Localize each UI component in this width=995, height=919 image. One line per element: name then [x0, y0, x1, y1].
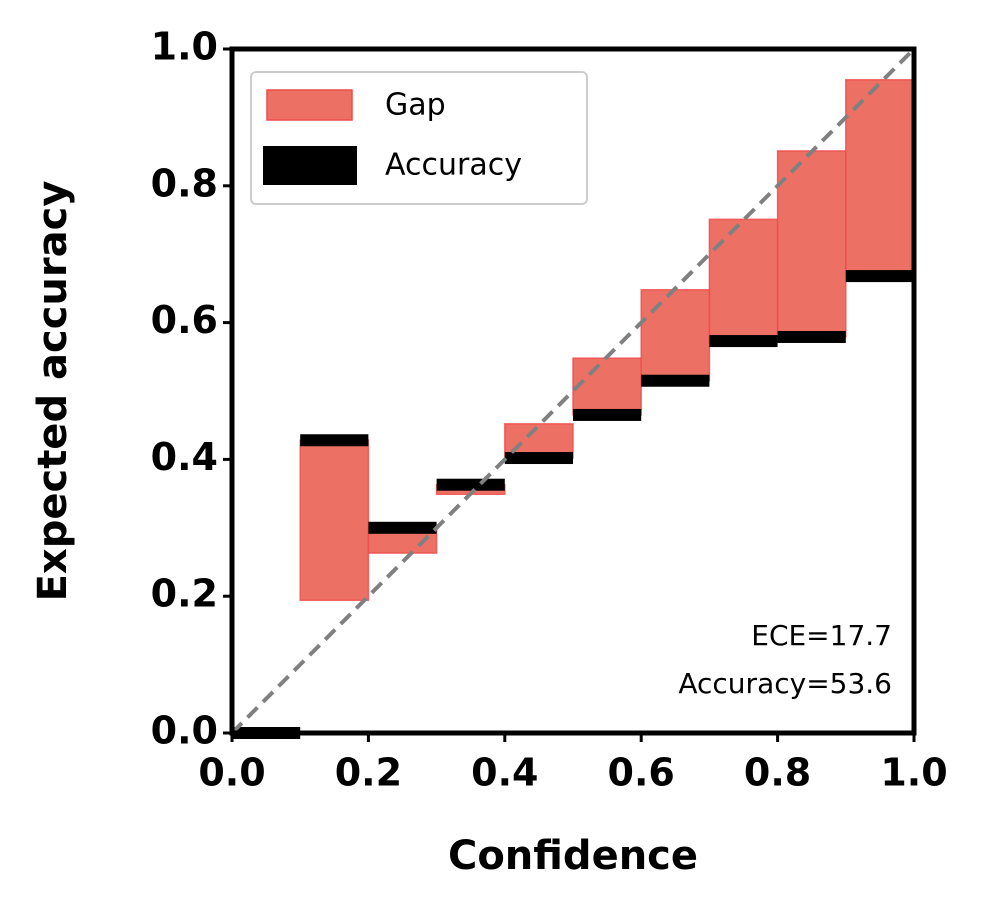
x-axis-label: Confidence — [448, 833, 698, 879]
accuracy-bar — [777, 330, 846, 343]
gap-bar — [299, 439, 370, 602]
y-tick-label: 0.4 — [151, 435, 218, 479]
gap-bar — [640, 289, 711, 382]
plot-frame — [229, 46, 917, 736]
accuracy-bar — [300, 434, 369, 447]
gap-bar — [708, 218, 779, 342]
y-tick-label: 0.2 — [151, 572, 218, 616]
diagonal — [230, 47, 916, 735]
legend-swatch — [263, 146, 357, 185]
x-tick-label: 1.0 — [880, 751, 947, 795]
annotation: Accuracy=53.6 — [678, 667, 892, 700]
y-axis-label: Expected accuracy — [30, 181, 76, 602]
x-tick-label: 0.0 — [198, 751, 265, 795]
accuracy-bar — [641, 374, 710, 387]
accuracy-bar — [573, 408, 642, 421]
x-tick-label: 0.4 — [471, 751, 538, 795]
y-tick-label: 0.6 — [151, 298, 218, 342]
annotation: ECE=17.7 — [751, 619, 892, 652]
gap-bar — [572, 357, 642, 416]
y-tick-label: 0.0 — [151, 709, 218, 753]
legend-label: Gap — [385, 88, 446, 123]
y-tick-label: 0.8 — [151, 161, 218, 205]
x-tick-label: 0.8 — [744, 751, 811, 795]
y-tick-label: 1.0 — [151, 25, 218, 69]
accuracy-bar — [504, 452, 573, 465]
gap-bar — [776, 150, 847, 338]
x-tick-label: 0.2 — [335, 751, 402, 795]
accuracy-bar — [436, 478, 505, 491]
legend-swatch — [266, 89, 353, 121]
legend-label: Accuracy — [385, 148, 522, 183]
accuracy-bar — [368, 521, 437, 534]
x-tick-label: 0.6 — [608, 751, 675, 795]
accuracy-bar — [709, 335, 778, 348]
accuracy-bar — [845, 270, 914, 283]
